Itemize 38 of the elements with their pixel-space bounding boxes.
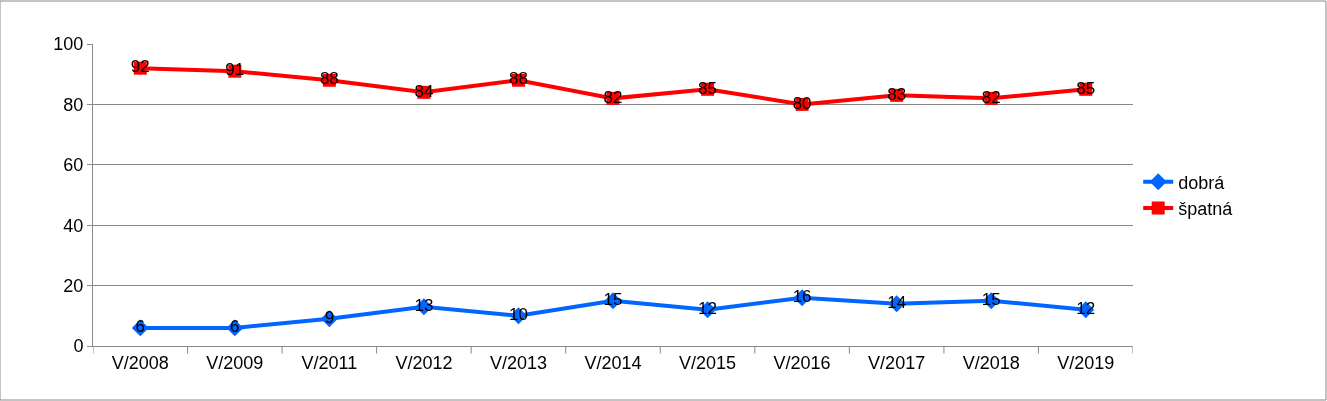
data-label: 91	[225, 60, 245, 80]
data-label: 80	[792, 93, 812, 113]
data-label: 88	[319, 69, 339, 89]
x-tick-label: V/2018	[962, 352, 1020, 373]
data-label: 84	[414, 81, 434, 101]
data-label: 15	[603, 289, 623, 309]
y-tick-label: 0	[73, 336, 84, 357]
data-label: 85	[698, 78, 718, 98]
data-label: 83	[887, 84, 907, 104]
x-tick-label: V/2009	[206, 352, 264, 373]
x-tick-label: V/2013	[489, 352, 547, 373]
data-label: 82	[603, 87, 623, 107]
data-label: 12	[698, 299, 718, 319]
x-tick-label: V/2016	[773, 352, 831, 373]
data-label: 9	[324, 308, 335, 328]
data-label: 15	[981, 289, 1001, 309]
data-label: 10	[508, 305, 528, 325]
x-tick-label: V/2008	[111, 352, 169, 373]
x-tick-label: V/2014	[584, 352, 642, 373]
legend-label: špatná	[1178, 199, 1234, 220]
data-label: 6	[230, 317, 240, 337]
y-tick-label: 40	[63, 215, 84, 236]
legend-label: dobrá	[1178, 172, 1226, 193]
x-tick-label: V/2011	[301, 352, 358, 373]
y-tick-label: 100	[53, 34, 84, 55]
x-tick-label: V/2012	[395, 352, 453, 373]
y-tick-label: 80	[63, 94, 84, 115]
y-tick-label: 20	[63, 275, 84, 296]
x-tick-label: V/2015	[679, 352, 737, 373]
x-tick-label: V/2019	[1057, 352, 1115, 373]
y-tick-label: 60	[63, 155, 84, 176]
data-label: 88	[508, 69, 528, 89]
data-label: 14	[887, 292, 907, 312]
data-label: 16	[792, 286, 812, 306]
data-label: 82	[981, 87, 1001, 107]
x-tick-label: V/2017	[868, 352, 926, 373]
data-label: 6	[135, 317, 145, 337]
data-label: 13	[414, 295, 434, 315]
